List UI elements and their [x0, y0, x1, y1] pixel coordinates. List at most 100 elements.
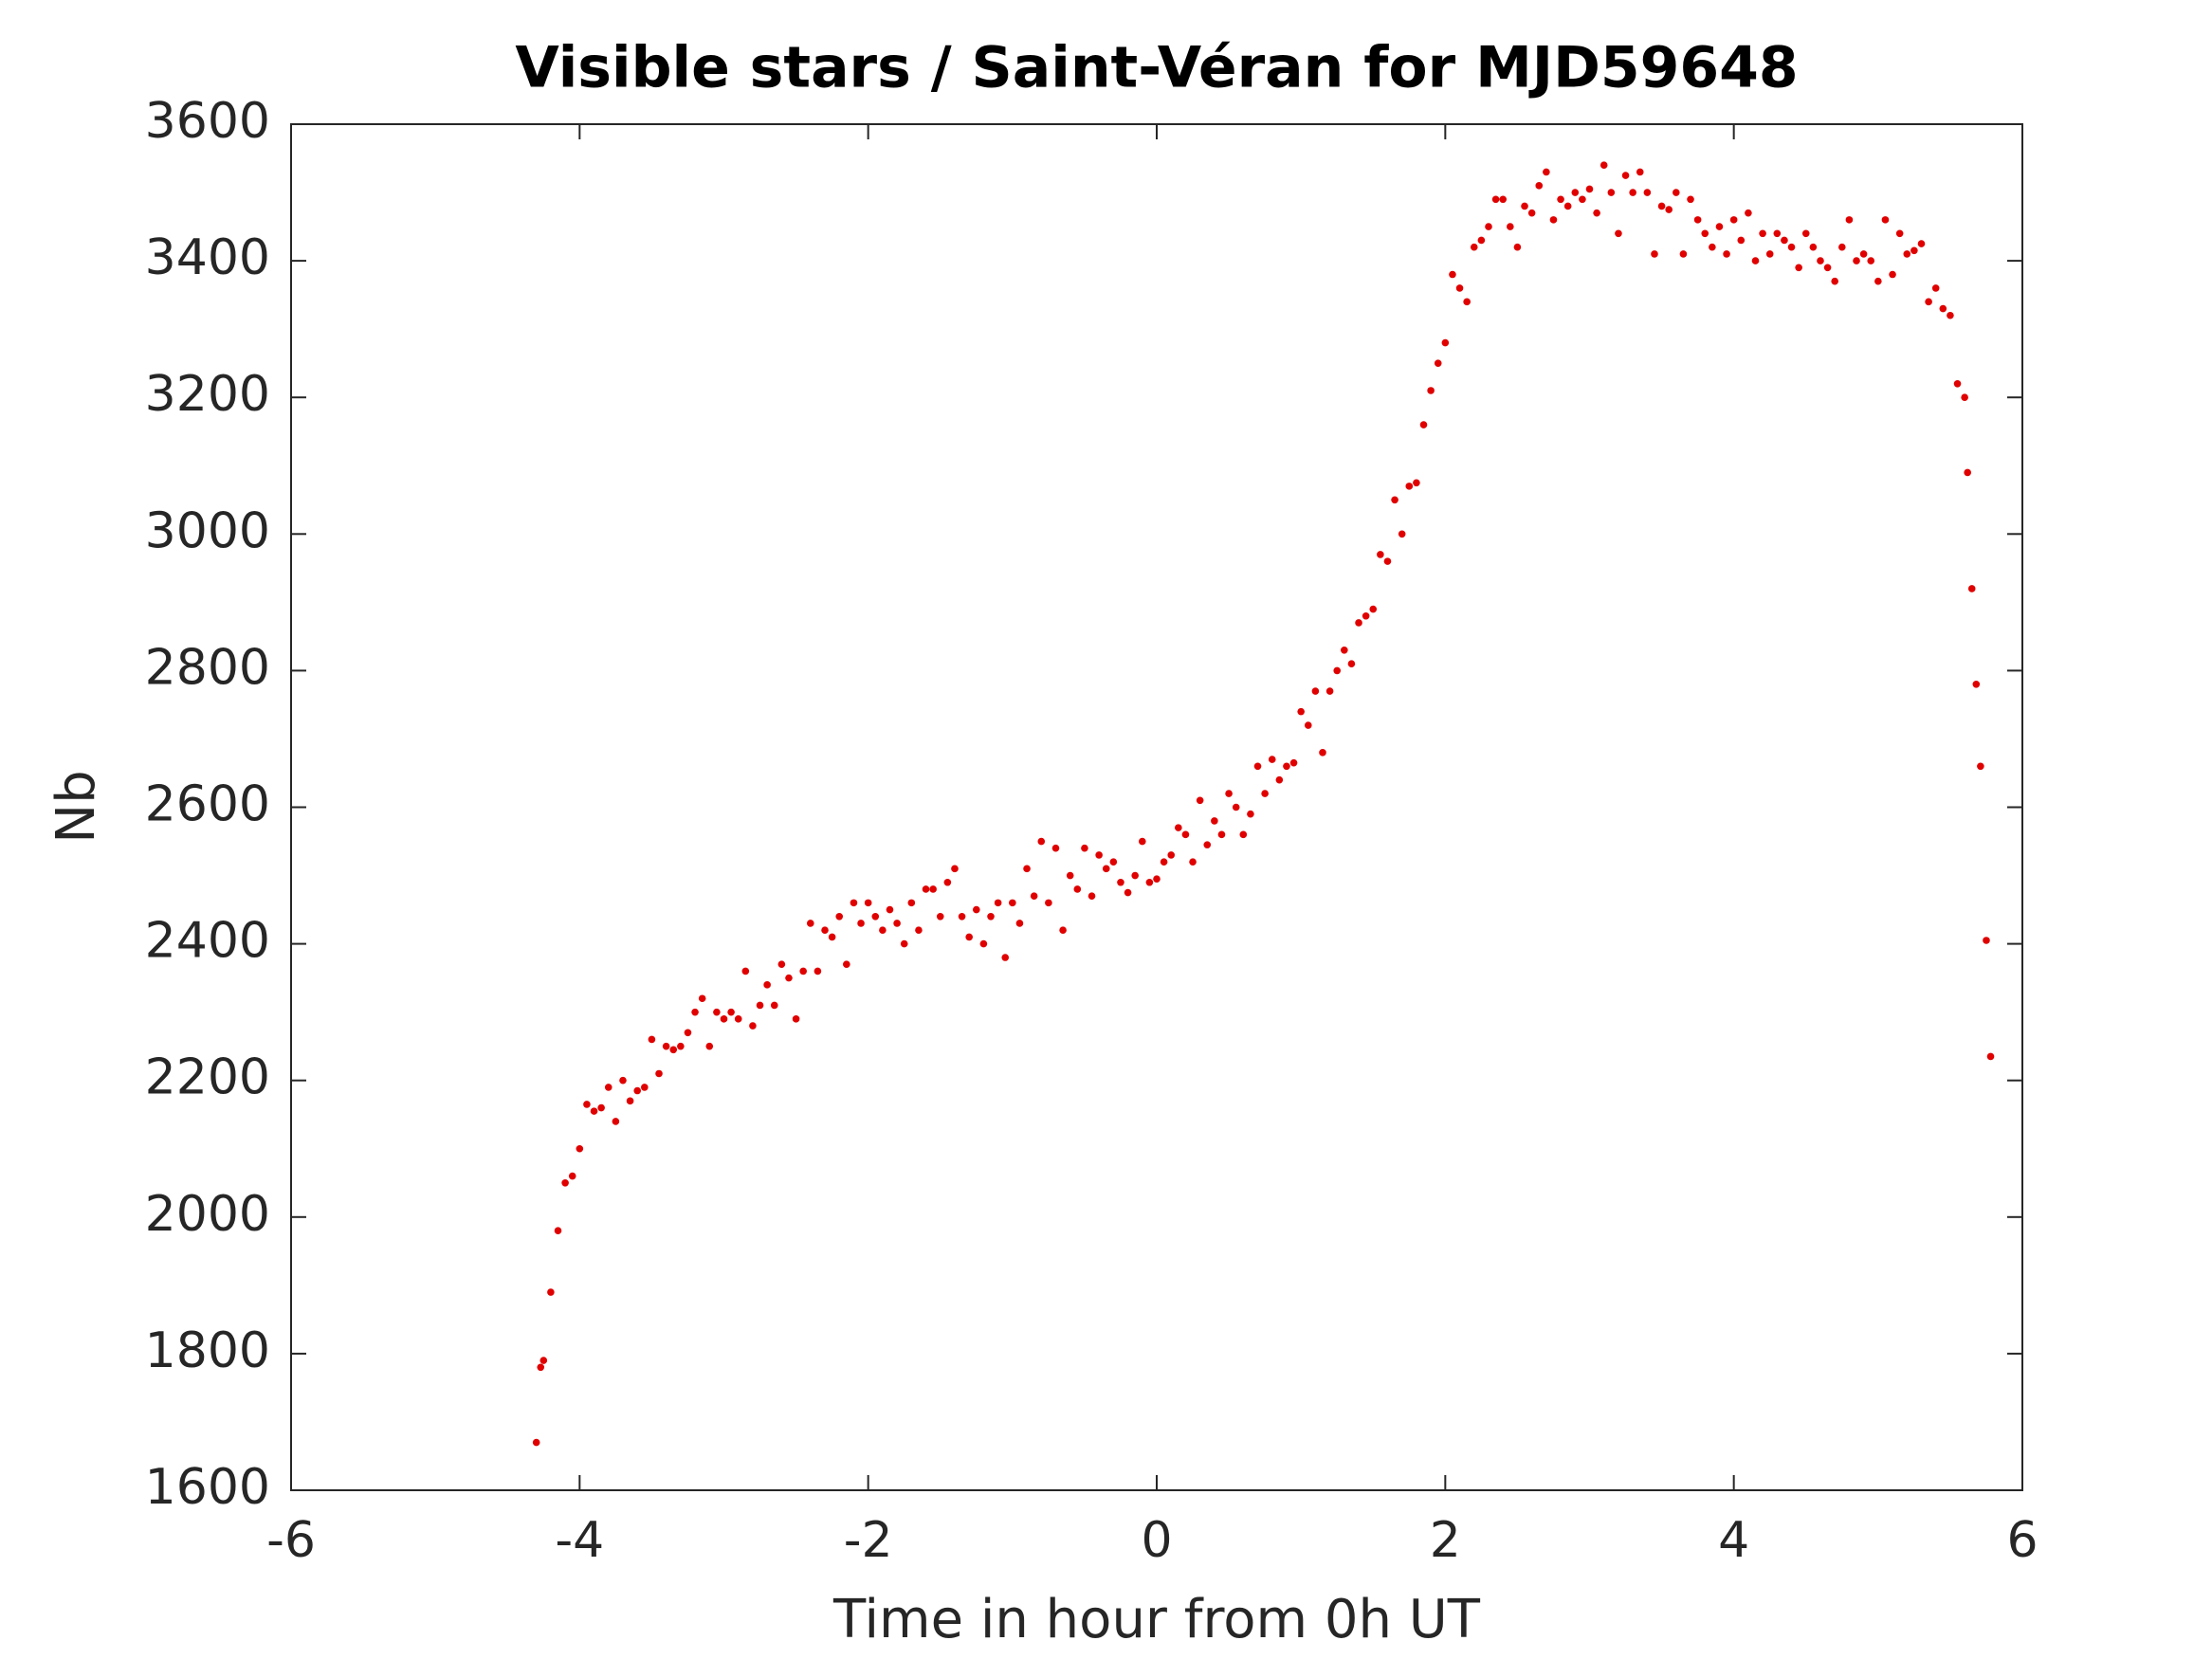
- point: [915, 926, 923, 934]
- point: [1030, 892, 1038, 900]
- point: [951, 865, 959, 873]
- point: [1687, 195, 1694, 204]
- point: [792, 1015, 800, 1023]
- point: [1787, 243, 1796, 251]
- point: [922, 885, 930, 893]
- point: [734, 1015, 742, 1023]
- point: [1986, 1052, 1995, 1061]
- y-tick-label: 2000: [145, 1186, 270, 1243]
- point: [1535, 182, 1544, 190]
- x-tick-label: -2: [844, 1512, 893, 1569]
- y-axis-title: Nb: [46, 770, 107, 843]
- point: [604, 1084, 612, 1091]
- point: [1723, 250, 1730, 258]
- point: [1585, 185, 1594, 193]
- point: [1463, 298, 1471, 306]
- point: [1275, 775, 1284, 784]
- point: [1088, 892, 1096, 900]
- point: [1795, 264, 1802, 272]
- point: [1124, 888, 1132, 897]
- point: [1709, 243, 1716, 251]
- point: [1759, 229, 1766, 238]
- point: [532, 1438, 540, 1447]
- point: [886, 905, 894, 914]
- point: [633, 1086, 641, 1095]
- point: [720, 1015, 728, 1023]
- point: [1333, 666, 1342, 675]
- point: [1751, 257, 1760, 264]
- point: [1867, 257, 1875, 264]
- point: [1369, 605, 1378, 613]
- point: [1557, 195, 1564, 204]
- point: [1051, 844, 1060, 852]
- point: [1693, 216, 1702, 224]
- point: [943, 878, 952, 886]
- point: [1657, 202, 1666, 210]
- point: [1701, 229, 1709, 238]
- point: [1095, 851, 1103, 859]
- x-tick-label: -4: [555, 1512, 604, 1569]
- point: [1160, 858, 1168, 866]
- point: [1527, 209, 1536, 217]
- point: [1131, 871, 1139, 880]
- point: [1247, 810, 1254, 818]
- point: [1283, 762, 1290, 771]
- y-tick-label: 2400: [145, 913, 270, 970]
- point: [1859, 250, 1868, 258]
- point: [537, 1363, 545, 1372]
- point: [1102, 865, 1110, 873]
- x-tick-label: -6: [266, 1512, 316, 1569]
- point: [655, 1069, 663, 1078]
- point: [1745, 209, 1752, 217]
- point: [770, 1001, 778, 1010]
- point: [1167, 851, 1176, 859]
- point: [1964, 468, 1971, 477]
- point: [1925, 298, 1932, 306]
- point: [864, 899, 872, 907]
- point: [972, 905, 980, 914]
- point: [807, 920, 814, 927]
- point: [741, 967, 750, 975]
- point: [1737, 236, 1746, 245]
- point: [1413, 479, 1420, 487]
- point: [1499, 195, 1507, 204]
- point: [1579, 195, 1586, 204]
- point: [1563, 202, 1572, 210]
- y-tick-label: 3600: [145, 93, 270, 150]
- point: [1441, 338, 1450, 347]
- x-tick-label: 0: [1141, 1512, 1172, 1569]
- y-tick-label: 2600: [145, 776, 270, 833]
- point: [1377, 551, 1384, 558]
- point: [1729, 216, 1738, 224]
- x-tick-label: 2: [1430, 1512, 1461, 1569]
- point: [1362, 611, 1370, 620]
- point: [979, 939, 988, 948]
- point: [684, 1029, 692, 1037]
- point: [879, 926, 887, 934]
- x-axis-title: Time in hour from 0h UT: [832, 1589, 1481, 1650]
- point: [1715, 223, 1724, 230]
- y-tick-label: 2800: [145, 639, 270, 696]
- point: [590, 1107, 598, 1115]
- point: [965, 933, 973, 941]
- y-tick-label: 1600: [145, 1459, 270, 1516]
- point: [1931, 284, 1940, 292]
- point: [1629, 189, 1636, 196]
- point: [1917, 240, 1926, 247]
- point: [1211, 817, 1218, 825]
- point: [1325, 687, 1334, 695]
- point: [1253, 762, 1262, 771]
- point: [1037, 837, 1046, 846]
- point: [835, 912, 844, 921]
- point: [1196, 796, 1204, 805]
- point: [1773, 229, 1782, 238]
- point: [1023, 865, 1031, 873]
- point: [1470, 243, 1478, 251]
- point: [1347, 660, 1356, 667]
- point: [713, 1008, 721, 1016]
- point: [612, 1118, 620, 1125]
- point: [547, 1288, 555, 1296]
- point: [677, 1042, 685, 1050]
- point: [576, 1144, 584, 1153]
